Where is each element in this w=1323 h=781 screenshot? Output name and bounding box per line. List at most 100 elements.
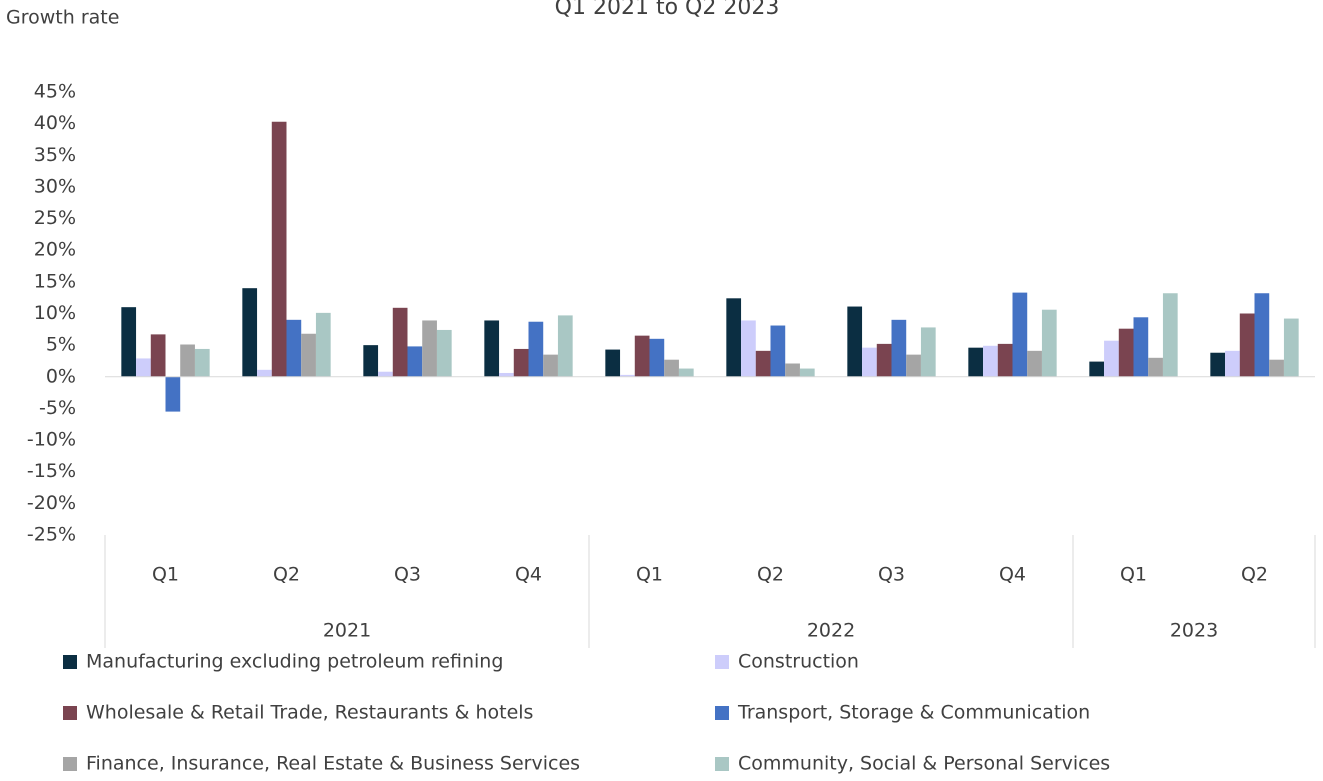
bar	[1133, 317, 1149, 377]
y-tick-label: 30%	[34, 175, 76, 197]
bar	[543, 354, 558, 377]
group-label: 2021	[323, 620, 371, 642]
bar	[315, 312, 331, 377]
legend-swatch	[63, 655, 77, 669]
bar	[1210, 352, 1226, 377]
y-tick-label: -15%	[27, 460, 76, 482]
bar	[876, 343, 892, 377]
bar	[741, 320, 756, 377]
x-tick-label: Q1	[1120, 564, 1147, 586]
chart-title: Q1 2021 to Q2 2023	[555, 0, 780, 20]
y-tick-label: -5%	[39, 397, 76, 419]
bar	[194, 348, 210, 377]
bar	[1162, 293, 1178, 377]
x-tick-label: Q4	[999, 564, 1026, 586]
legend-label: Community, Social & Personal Services	[738, 753, 1110, 775]
bar	[286, 319, 302, 377]
bar	[180, 344, 195, 377]
bar	[862, 347, 877, 377]
legend-label: Manufacturing excluding petroleum refini…	[86, 651, 503, 673]
x-tick-label: Q4	[515, 564, 542, 586]
group-label: 2023	[1170, 620, 1218, 642]
bar	[634, 335, 650, 377]
bar	[392, 307, 408, 377]
y-tick-label: 15%	[34, 270, 76, 292]
bar	[799, 368, 815, 377]
bar	[150, 334, 166, 377]
bar	[1225, 350, 1240, 377]
bar	[920, 327, 936, 377]
x-tick-label: Q3	[878, 564, 905, 586]
y-tick-label: 20%	[34, 239, 76, 261]
legend-label: Transport, Storage & Communication	[737, 702, 1090, 724]
legend-label: Construction	[738, 651, 859, 673]
bar	[1239, 313, 1255, 377]
legend-label: Finance, Insurance, Real Estate & Busine…	[86, 753, 580, 775]
bar	[1104, 340, 1119, 377]
y-tick-label: 40%	[34, 112, 76, 134]
y-tick-label: -10%	[27, 429, 76, 451]
bar	[513, 348, 529, 377]
bar	[1283, 318, 1299, 377]
y-tick-label: -25%	[27, 524, 76, 546]
bar	[1148, 357, 1163, 377]
bar	[1254, 293, 1270, 377]
y-tick-label: 45%	[34, 81, 76, 103]
bar	[1041, 309, 1057, 377]
bar	[678, 368, 694, 377]
bar	[436, 329, 452, 377]
legend-swatch	[715, 655, 729, 669]
bar	[906, 354, 921, 377]
x-tick-label: Q3	[394, 564, 421, 586]
bar	[528, 321, 544, 377]
bar	[257, 369, 272, 377]
x-tick-label: Q2	[273, 564, 300, 586]
x-tick-label: Q1	[152, 564, 179, 586]
bar	[407, 346, 423, 377]
bar	[726, 298, 742, 377]
y-tick-label: 10%	[34, 302, 76, 324]
x-tick-label: Q2	[757, 564, 784, 586]
bar	[755, 350, 771, 377]
bar	[271, 121, 287, 377]
y-tick-label: 25%	[34, 207, 76, 229]
x-tick-label: Q1	[636, 564, 663, 586]
bar	[499, 372, 514, 377]
bar	[136, 358, 151, 377]
bar	[891, 319, 907, 377]
y-tick-label: -20%	[27, 492, 76, 514]
x-tick-label: Q2	[1241, 564, 1268, 586]
bar	[785, 363, 800, 377]
bar	[983, 345, 998, 377]
y-tick-label: 0%	[46, 365, 76, 387]
bar	[1012, 292, 1028, 377]
group-label: 2022	[807, 620, 855, 642]
bar	[847, 306, 863, 377]
bar	[968, 347, 984, 377]
bar	[484, 320, 500, 377]
y-axis-label: Growth rate	[6, 7, 119, 29]
legend-swatch	[715, 706, 729, 720]
bar	[165, 376, 181, 412]
bar	[605, 349, 621, 377]
bar	[770, 325, 786, 377]
legend-swatch	[63, 757, 77, 771]
bar	[1118, 328, 1134, 377]
bar	[664, 359, 679, 377]
legend-swatch	[63, 706, 77, 720]
bar	[557, 315, 573, 377]
bar	[649, 338, 665, 377]
legend-label: Wholesale & Retail Trade, Restaurants & …	[86, 702, 533, 724]
bar	[1089, 361, 1105, 377]
bar	[301, 333, 316, 377]
bar	[1027, 350, 1042, 377]
y-tick-label: 5%	[46, 334, 76, 356]
bar	[1269, 359, 1284, 377]
bar	[997, 343, 1013, 377]
bar	[242, 288, 258, 377]
bar	[422, 320, 437, 377]
y-tick-label: 35%	[34, 144, 76, 166]
legend-swatch	[715, 757, 729, 771]
